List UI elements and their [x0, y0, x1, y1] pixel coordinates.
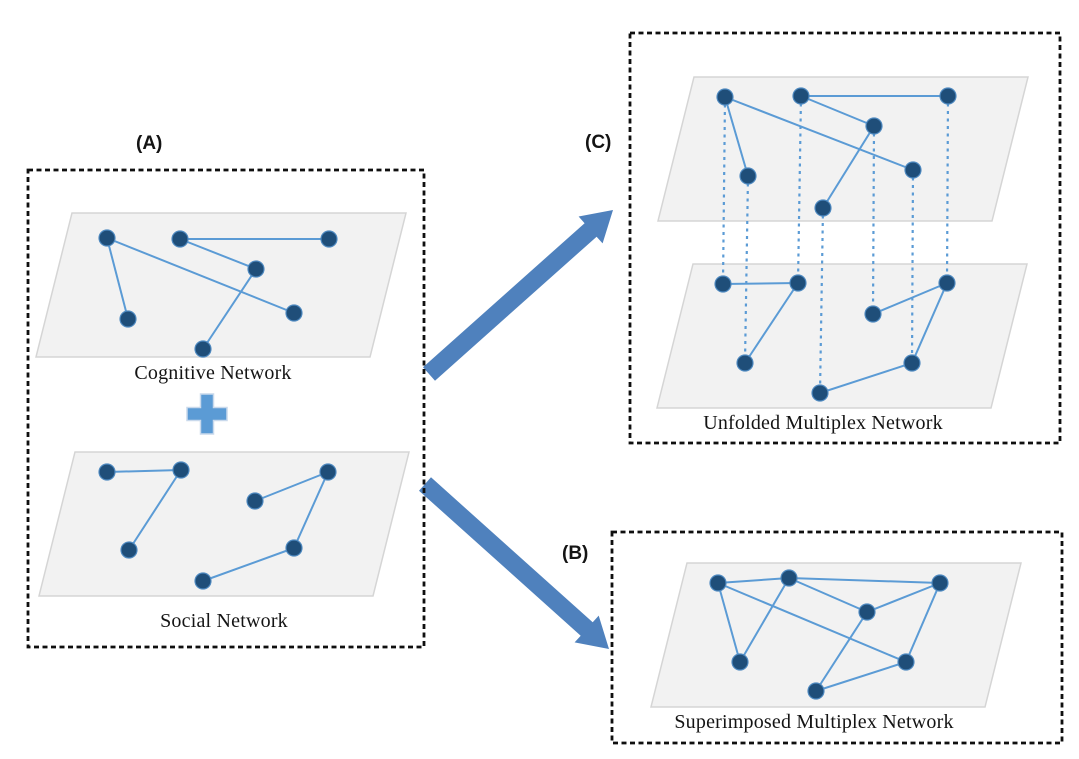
- network-plane-unfolded_top: [657, 76, 1029, 222]
- panel-a-label: (A): [136, 133, 163, 154]
- network-edge: [822, 125, 875, 209]
- network-node: [736, 354, 754, 372]
- panel-b-border: [610, 530, 1064, 745]
- network-edge: [800, 95, 875, 127]
- network-edge: [106, 237, 129, 320]
- social-network-caption: Social Network: [160, 610, 288, 632]
- network-edge: [717, 577, 790, 584]
- panel-c-label: (C): [585, 132, 612, 153]
- network-node: [320, 230, 338, 248]
- network-edge: [744, 282, 799, 364]
- network-node: [285, 539, 303, 557]
- network-node: [172, 461, 190, 479]
- network-edge: [819, 362, 913, 394]
- network-node: [789, 274, 807, 292]
- network-edge: [128, 469, 182, 551]
- network-node: [903, 354, 921, 372]
- interlayer-link: [818, 207, 825, 394]
- network-node: [792, 87, 810, 105]
- network-plane-superimposed: [650, 562, 1022, 708]
- network-plane-social: [38, 451, 410, 597]
- interlayer-link: [945, 95, 950, 284]
- interlayer-link: [743, 175, 750, 364]
- network-edge: [717, 582, 741, 663]
- plus-icon: [186, 393, 228, 435]
- network-edge: [202, 268, 257, 350]
- network-edge: [788, 577, 941, 584]
- network-node: [247, 260, 265, 278]
- network-node: [864, 305, 882, 323]
- interlayer-link: [721, 96, 727, 285]
- network-node: [246, 492, 264, 510]
- network-node: [931, 574, 949, 592]
- network-node: [865, 117, 883, 135]
- network-edge: [254, 471, 329, 502]
- network-edge: [815, 611, 868, 692]
- network-node: [194, 572, 212, 590]
- network-node: [709, 574, 727, 592]
- network-edge: [866, 582, 941, 613]
- network-node: [171, 230, 189, 248]
- network-edge: [106, 469, 182, 473]
- network-node: [285, 304, 303, 322]
- network-node: [938, 274, 956, 292]
- network-node: [858, 603, 876, 621]
- network-node: [807, 682, 825, 700]
- network-node: [739, 167, 757, 185]
- network-edge: [293, 471, 329, 549]
- network-node: [98, 463, 116, 481]
- network-node: [98, 229, 116, 247]
- network-edge: [905, 582, 941, 663]
- network-edge: [724, 96, 749, 177]
- network-node: [714, 275, 732, 293]
- network-node: [811, 384, 829, 402]
- network-node: [731, 653, 749, 671]
- network-node: [120, 541, 138, 559]
- network-node: [939, 87, 957, 105]
- network-node: [780, 569, 798, 587]
- network-edge: [106, 237, 295, 314]
- network-edge: [724, 96, 914, 171]
- network-edge: [815, 661, 907, 692]
- network-node: [904, 161, 922, 179]
- network-node: [319, 463, 337, 481]
- network-edge: [722, 282, 799, 285]
- panel-a-border: [26, 168, 426, 649]
- network-node: [716, 88, 734, 106]
- interlayer-link: [871, 125, 876, 315]
- panel-b-label: (B): [562, 543, 589, 564]
- network-plane-unfolded_bottom: [656, 263, 1028, 409]
- network-node: [897, 653, 915, 671]
- network-node: [119, 310, 137, 328]
- unfolded-multiplex-caption: Unfolded Multiplex Network: [703, 412, 943, 434]
- interlayer-link: [910, 169, 915, 364]
- network-edge: [717, 582, 907, 663]
- network-edge: [911, 282, 948, 364]
- cognitive-network-caption: Cognitive Network: [134, 362, 292, 384]
- network-edge: [788, 577, 868, 613]
- network-plane-cognitive: [35, 212, 407, 358]
- superimposed-multiplex-caption: Superimposed Multiplex Network: [674, 711, 954, 733]
- network-edge: [872, 282, 948, 315]
- network-node: [194, 340, 212, 358]
- network-edge: [179, 238, 257, 270]
- network-edge: [739, 577, 790, 663]
- panel-c-border: [628, 31, 1062, 445]
- network-node: [814, 199, 832, 217]
- network-edge: [202, 547, 295, 582]
- transform-arrow: [419, 477, 609, 649]
- transform-arrow: [423, 210, 613, 381]
